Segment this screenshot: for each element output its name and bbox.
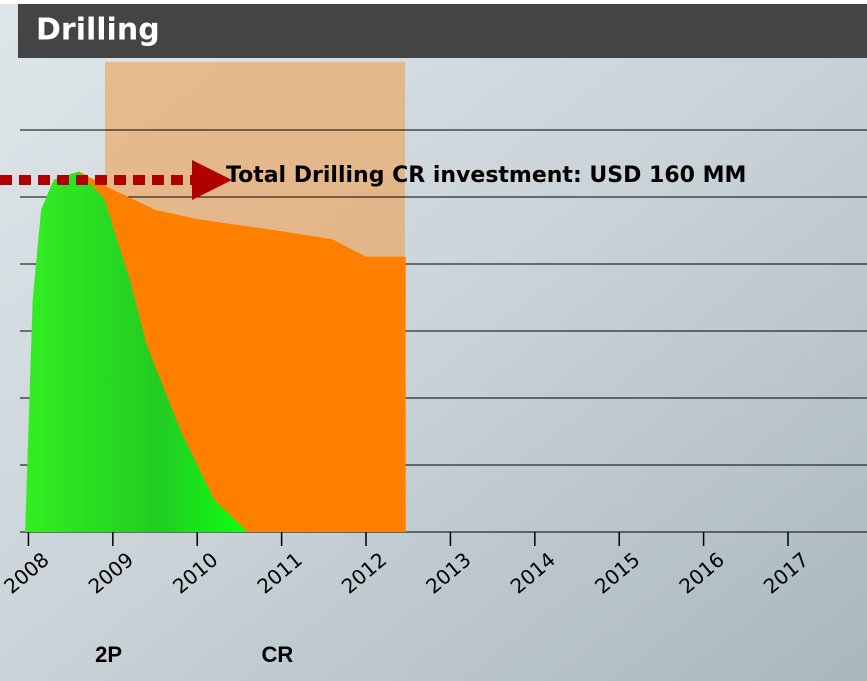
series-label: CR	[262, 642, 294, 667]
annotation: Total Drilling CR investment: USD 160 MM	[226, 163, 746, 188]
slide: Drilling Total Drilling CR investment: U…	[0, 0, 867, 681]
chart-title: Drilling	[36, 13, 160, 48]
series-label: 2P	[95, 642, 122, 667]
top-strip	[0, 0, 867, 4]
